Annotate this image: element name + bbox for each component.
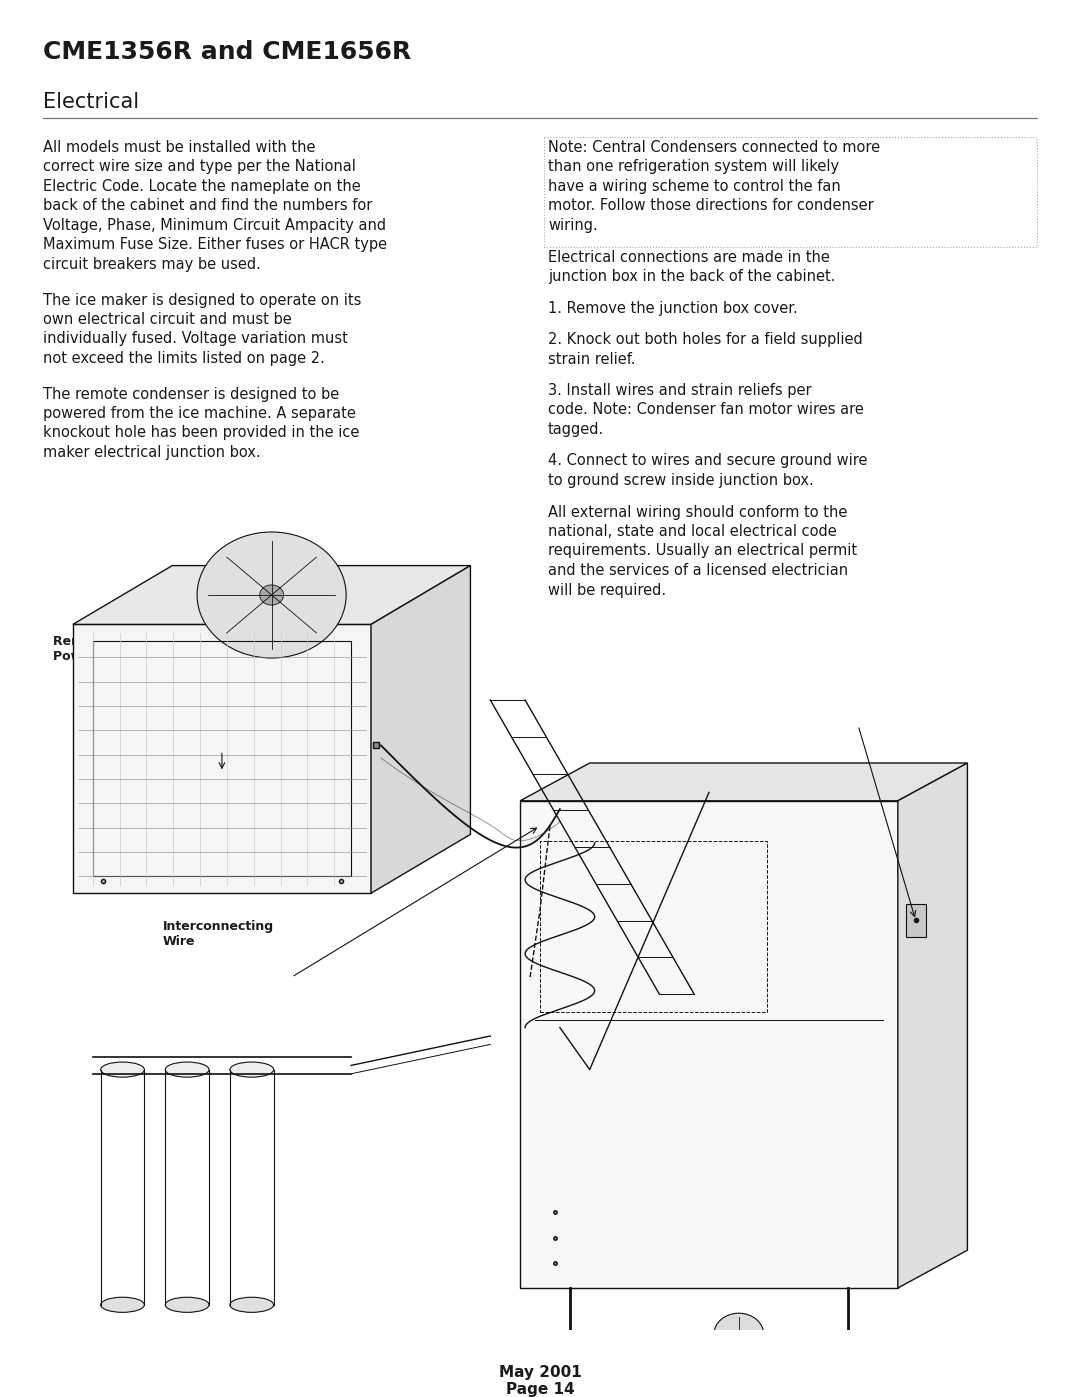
Text: back of the cabinet and find the numbers for: back of the cabinet and find the numbers… [43,198,373,214]
Text: 1. Remove the junction box cover.: 1. Remove the junction box cover. [548,300,798,316]
Text: 4. Connect to wires and secure ground wire: 4. Connect to wires and secure ground wi… [548,454,867,468]
Text: Electrical: Electrical [43,92,139,112]
Text: than one refrigeration system will likely: than one refrigeration system will likel… [548,159,839,175]
Text: correct wire size and type per the National: correct wire size and type per the Natio… [43,159,356,175]
Text: 2. Knock out both holes for a field supplied: 2. Knock out both holes for a field supp… [548,332,863,346]
Text: All external wiring should conform to the: All external wiring should conform to th… [548,504,848,520]
Text: Power Supply: Power Supply [793,820,889,833]
Text: knockout hole has been provided in the ice: knockout hole has been provided in the i… [43,426,360,440]
Ellipse shape [100,1062,145,1077]
Polygon shape [372,566,471,893]
Text: The remote condenser is designed to be: The remote condenser is designed to be [43,387,339,401]
Text: motor. Follow those directions for condenser: motor. Follow those directions for conde… [548,198,874,214]
Text: have a wiring scheme to control the fan: have a wiring scheme to control the fan [548,179,840,194]
Ellipse shape [230,1062,273,1077]
Polygon shape [521,763,968,800]
Polygon shape [521,800,897,1288]
Bar [93,641,351,876]
Ellipse shape [165,1298,210,1312]
Circle shape [714,1313,764,1355]
Polygon shape [72,624,372,893]
Text: to ground screw inside junction box.: to ground screw inside junction box. [548,474,813,488]
Text: junction box in the back of the cabinet.: junction box in the back of the cabinet. [548,270,836,284]
Text: May 2001
Page 14: May 2001 Page 14 [499,1365,581,1397]
Text: The ice maker is designed to operate on its: The ice maker is designed to operate on … [43,292,362,307]
Text: national, state and local electrical code: national, state and local electrical cod… [548,524,837,539]
Text: tagged.: tagged. [548,422,604,437]
Bar [906,904,926,937]
Text: Electrical connections are made in the: Electrical connections are made in the [548,250,829,264]
Text: code. Note: Condenser fan motor wires are: code. Note: Condenser fan motor wires ar… [548,402,864,418]
Text: and the services of a licensed electrician: and the services of a licensed electrici… [548,563,848,578]
Text: not exceed the limits listed on page 2.: not exceed the limits listed on page 2. [43,351,325,366]
Circle shape [259,585,284,605]
Text: maker electrical junction box.: maker electrical junction box. [43,446,260,460]
Text: Note: Central Condensers connected to more: Note: Central Condensers connected to mo… [548,140,880,155]
Text: Remote Condenser
Power Connection: Remote Condenser Power Connection [53,636,186,664]
Text: 3. Install wires and strain reliefs per: 3. Install wires and strain reliefs per [548,383,812,398]
Text: Interconnecting
Wire: Interconnecting Wire [163,921,274,949]
Circle shape [197,532,347,658]
Text: Maximum Fuse Size. Either fuses or HACR type: Maximum Fuse Size. Either fuses or HACR … [43,237,387,253]
Text: strain relief.: strain relief. [548,352,635,366]
Text: will be required.: will be required. [548,583,666,598]
Text: Electric Code. Locate the nameplate on the: Electric Code. Locate the nameplate on t… [43,179,361,194]
Text: requirements. Usually an electrical permit: requirements. Usually an electrical perm… [548,543,858,559]
Text: powered from the ice machine. A separate: powered from the ice machine. A separate [43,407,356,420]
Ellipse shape [165,1062,210,1077]
Text: Voltage, Phase, Minimum Circuit Ampacity and: Voltage, Phase, Minimum Circuit Ampacity… [43,218,387,233]
Text: wiring.: wiring. [548,218,597,233]
Text: All models must be installed with the: All models must be installed with the [43,140,315,155]
Ellipse shape [100,1298,145,1312]
Text: own electrical circuit and must be: own electrical circuit and must be [43,312,292,327]
Polygon shape [897,763,968,1288]
Text: individually fused. Voltage variation must: individually fused. Voltage variation mu… [43,331,348,346]
Text: CME1356R and CME1656R: CME1356R and CME1656R [43,41,411,64]
Ellipse shape [230,1298,273,1312]
Text: circuit breakers may be used.: circuit breakers may be used. [43,257,261,272]
Polygon shape [72,566,471,624]
Bar [540,841,767,1011]
